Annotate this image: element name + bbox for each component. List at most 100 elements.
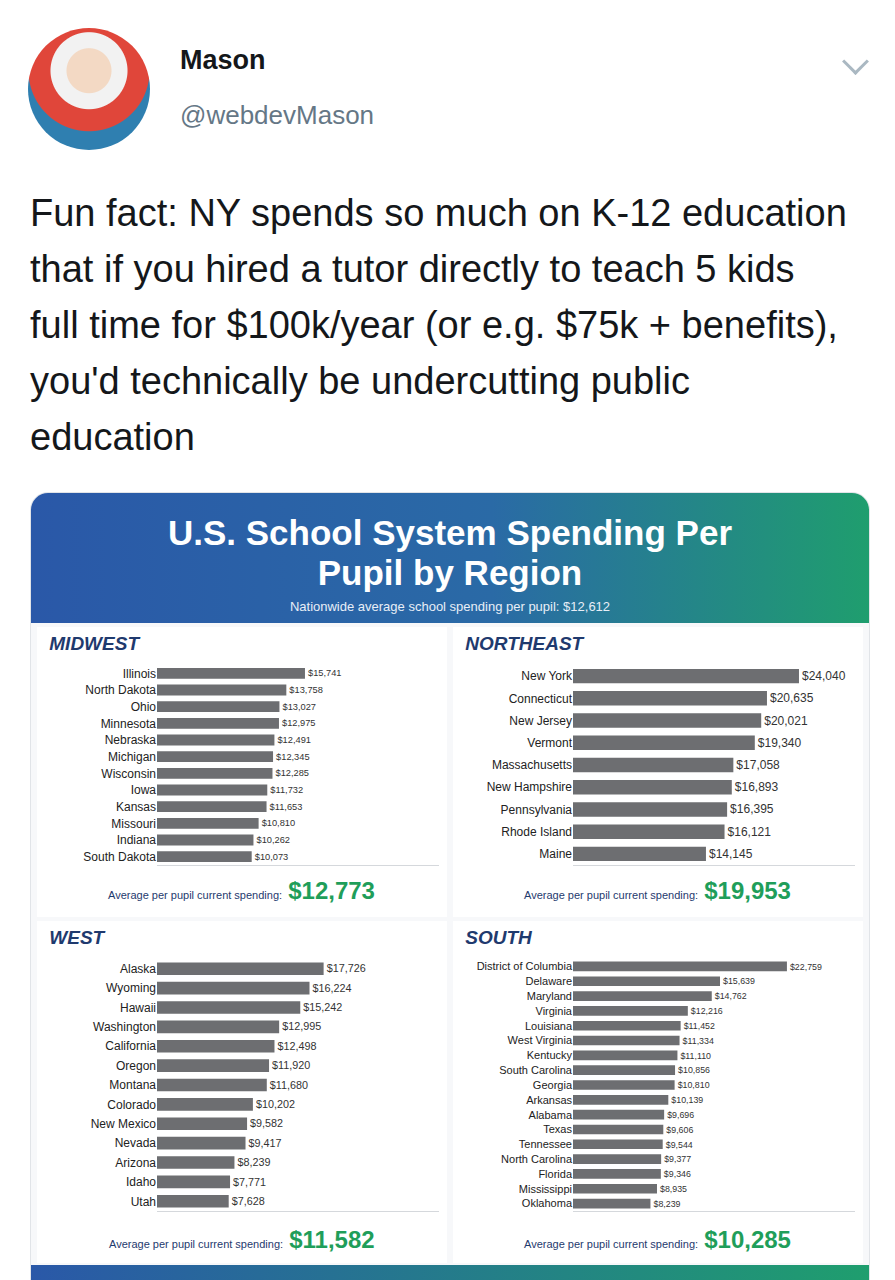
svg-text:WEST: WEST: [49, 927, 105, 948]
svg-text:$11,110: $11,110: [680, 1051, 711, 1061]
svg-text:$9,377: $9,377: [664, 1154, 691, 1164]
svg-text:Florida: Florida: [538, 1168, 573, 1180]
svg-text:$10,810: $10,810: [678, 1080, 710, 1090]
svg-text:NORTHEAST: NORTHEAST: [465, 633, 584, 654]
svg-text:$11,920: $11,920: [272, 1059, 310, 1071]
svg-text:$22,759: $22,759: [790, 962, 822, 972]
svg-text:Average per pupil current spen: Average per pupil current spending: $11,…: [109, 1226, 375, 1253]
svg-text:New Mexico: New Mexico: [91, 1117, 157, 1131]
svg-text:$7,771: $7,771: [233, 1176, 266, 1188]
svg-text:Vermont: Vermont: [527, 736, 572, 750]
svg-text:Michigan: Michigan: [108, 750, 156, 764]
svg-text:$10,139: $10,139: [671, 1095, 703, 1105]
svg-text:$16,121: $16,121: [728, 825, 772, 839]
svg-text:$7,628: $7,628: [232, 1195, 265, 1207]
svg-text:$16,395: $16,395: [730, 802, 774, 816]
svg-text:$14,762: $14,762: [715, 991, 747, 1001]
svg-text:Nevada: Nevada: [115, 1136, 157, 1150]
svg-text:$15,639: $15,639: [723, 976, 755, 986]
svg-text:$12,285: $12,285: [276, 768, 310, 778]
svg-text:$12,975: $12,975: [282, 718, 316, 728]
svg-text:$15,741: $15,741: [308, 668, 342, 678]
svg-text:Nebraska: Nebraska: [105, 733, 157, 747]
svg-text:Texas: Texas: [543, 1123, 572, 1135]
svg-text:$8,239: $8,239: [653, 1199, 680, 1209]
svg-text:$12,498: $12,498: [278, 1040, 317, 1052]
svg-text:$12,345: $12,345: [276, 752, 310, 762]
svg-text:Tennessee: Tennessee: [519, 1138, 572, 1150]
svg-text:North Carolina: North Carolina: [501, 1153, 573, 1165]
svg-text:$20,635: $20,635: [770, 691, 814, 705]
svg-text:$10,810: $10,810: [262, 818, 296, 828]
svg-text:$17,726: $17,726: [327, 962, 366, 974]
svg-text:$19,340: $19,340: [758, 736, 802, 750]
svg-text:New Hampshire: New Hampshire: [487, 780, 573, 794]
svg-text:South Dakota: South Dakota: [83, 850, 156, 864]
svg-text:Louisiana: Louisiana: [525, 1020, 573, 1032]
svg-text:$11,452: $11,452: [684, 1021, 715, 1031]
svg-text:Utah: Utah: [131, 1195, 156, 1209]
svg-text:Average per pupil current spen: Average per pupil current spending: $10,…: [524, 1226, 791, 1253]
svg-text:Maryland: Maryland: [527, 990, 572, 1002]
svg-text:$20,021: $20,021: [764, 714, 808, 728]
svg-text:Virginia: Virginia: [536, 1005, 573, 1017]
svg-text:Pennsylvania: Pennsylvania: [501, 803, 573, 817]
svg-text:Massachusetts: Massachusetts: [492, 758, 572, 772]
svg-text:$9,417: $9,417: [249, 1137, 282, 1149]
svg-text:$13,027: $13,027: [282, 702, 316, 712]
svg-text:New York: New York: [521, 669, 573, 683]
svg-text:Mississippi: Mississippi: [519, 1183, 572, 1195]
svg-text:Montana: Montana: [109, 1078, 156, 1092]
svg-text:Alabama: Alabama: [529, 1109, 573, 1121]
svg-text:North Dakota: North Dakota: [85, 683, 156, 697]
svg-text:MIDWEST: MIDWEST: [49, 633, 140, 654]
svg-text:$10,202: $10,202: [256, 1098, 295, 1110]
svg-text:West Virginia: West Virginia: [508, 1034, 573, 1046]
svg-text:$12,995: $12,995: [282, 1020, 321, 1032]
svg-text:$8,935: $8,935: [660, 1184, 687, 1194]
svg-text:Minnesota: Minnesota: [101, 717, 157, 731]
svg-text:$9,544: $9,544: [666, 1140, 693, 1150]
svg-text:$10,856: $10,856: [678, 1065, 710, 1075]
svg-text:$9,346: $9,346: [664, 1169, 691, 1179]
svg-text:Georgia: Georgia: [533, 1079, 573, 1091]
svg-text:Indiana: Indiana: [117, 833, 157, 847]
svg-text:$9,696: $9,696: [667, 1110, 694, 1120]
svg-text:$14,145: $14,145: [709, 847, 753, 861]
svg-text:Washington: Washington: [93, 1020, 156, 1034]
svg-text:$13,758: $13,758: [289, 685, 323, 695]
svg-text:Hawaii: Hawaii: [120, 1001, 156, 1015]
svg-text:$9,606: $9,606: [666, 1125, 693, 1135]
svg-text:SOUTH: SOUTH: [465, 927, 533, 948]
svg-text:$16,224: $16,224: [313, 982, 352, 994]
svg-text:Wisconsin: Wisconsin: [101, 767, 156, 781]
svg-text:$24,040: $24,040: [802, 669, 846, 683]
svg-text:Iowa: Iowa: [131, 783, 157, 797]
svg-text:California: California: [105, 1039, 156, 1053]
svg-text:New Jersey: New Jersey: [509, 714, 572, 728]
svg-text:Arizona: Arizona: [115, 1156, 156, 1170]
svg-text:$10,073: $10,073: [255, 852, 289, 862]
svg-text:Missouri: Missouri: [111, 817, 156, 831]
svg-text:Arkansas: Arkansas: [526, 1094, 572, 1106]
svg-text:Alaska: Alaska: [120, 962, 156, 976]
svg-text:Delaware: Delaware: [526, 975, 572, 987]
svg-text:Wyoming: Wyoming: [106, 981, 156, 995]
svg-text:Idaho: Idaho: [126, 1175, 156, 1189]
svg-text:Ohio: Ohio: [131, 700, 157, 714]
svg-text:$10,262: $10,262: [256, 835, 290, 845]
svg-text:Average per pupil current spen: Average per pupil current spending: $19,…: [524, 877, 791, 904]
svg-text:South Carolina: South Carolina: [499, 1064, 573, 1076]
svg-text:$12,216: $12,216: [691, 1006, 723, 1016]
svg-text:Illinois: Illinois: [123, 667, 156, 681]
svg-text:Kentucky: Kentucky: [527, 1049, 573, 1061]
svg-text:$17,058: $17,058: [736, 758, 780, 772]
svg-text:Average per pupil current spen: Average per pupil current spending: $12,…: [108, 877, 375, 904]
svg-text:$11,653: $11,653: [270, 802, 303, 812]
svg-text:Maine: Maine: [539, 847, 572, 861]
svg-text:Oregon: Oregon: [116, 1059, 156, 1073]
svg-text:$11,334: $11,334: [683, 1036, 714, 1046]
svg-text:Rhode Island: Rhode Island: [501, 825, 572, 839]
svg-text:$15,242: $15,242: [303, 1001, 342, 1013]
svg-text:$11,680: $11,680: [270, 1079, 308, 1091]
